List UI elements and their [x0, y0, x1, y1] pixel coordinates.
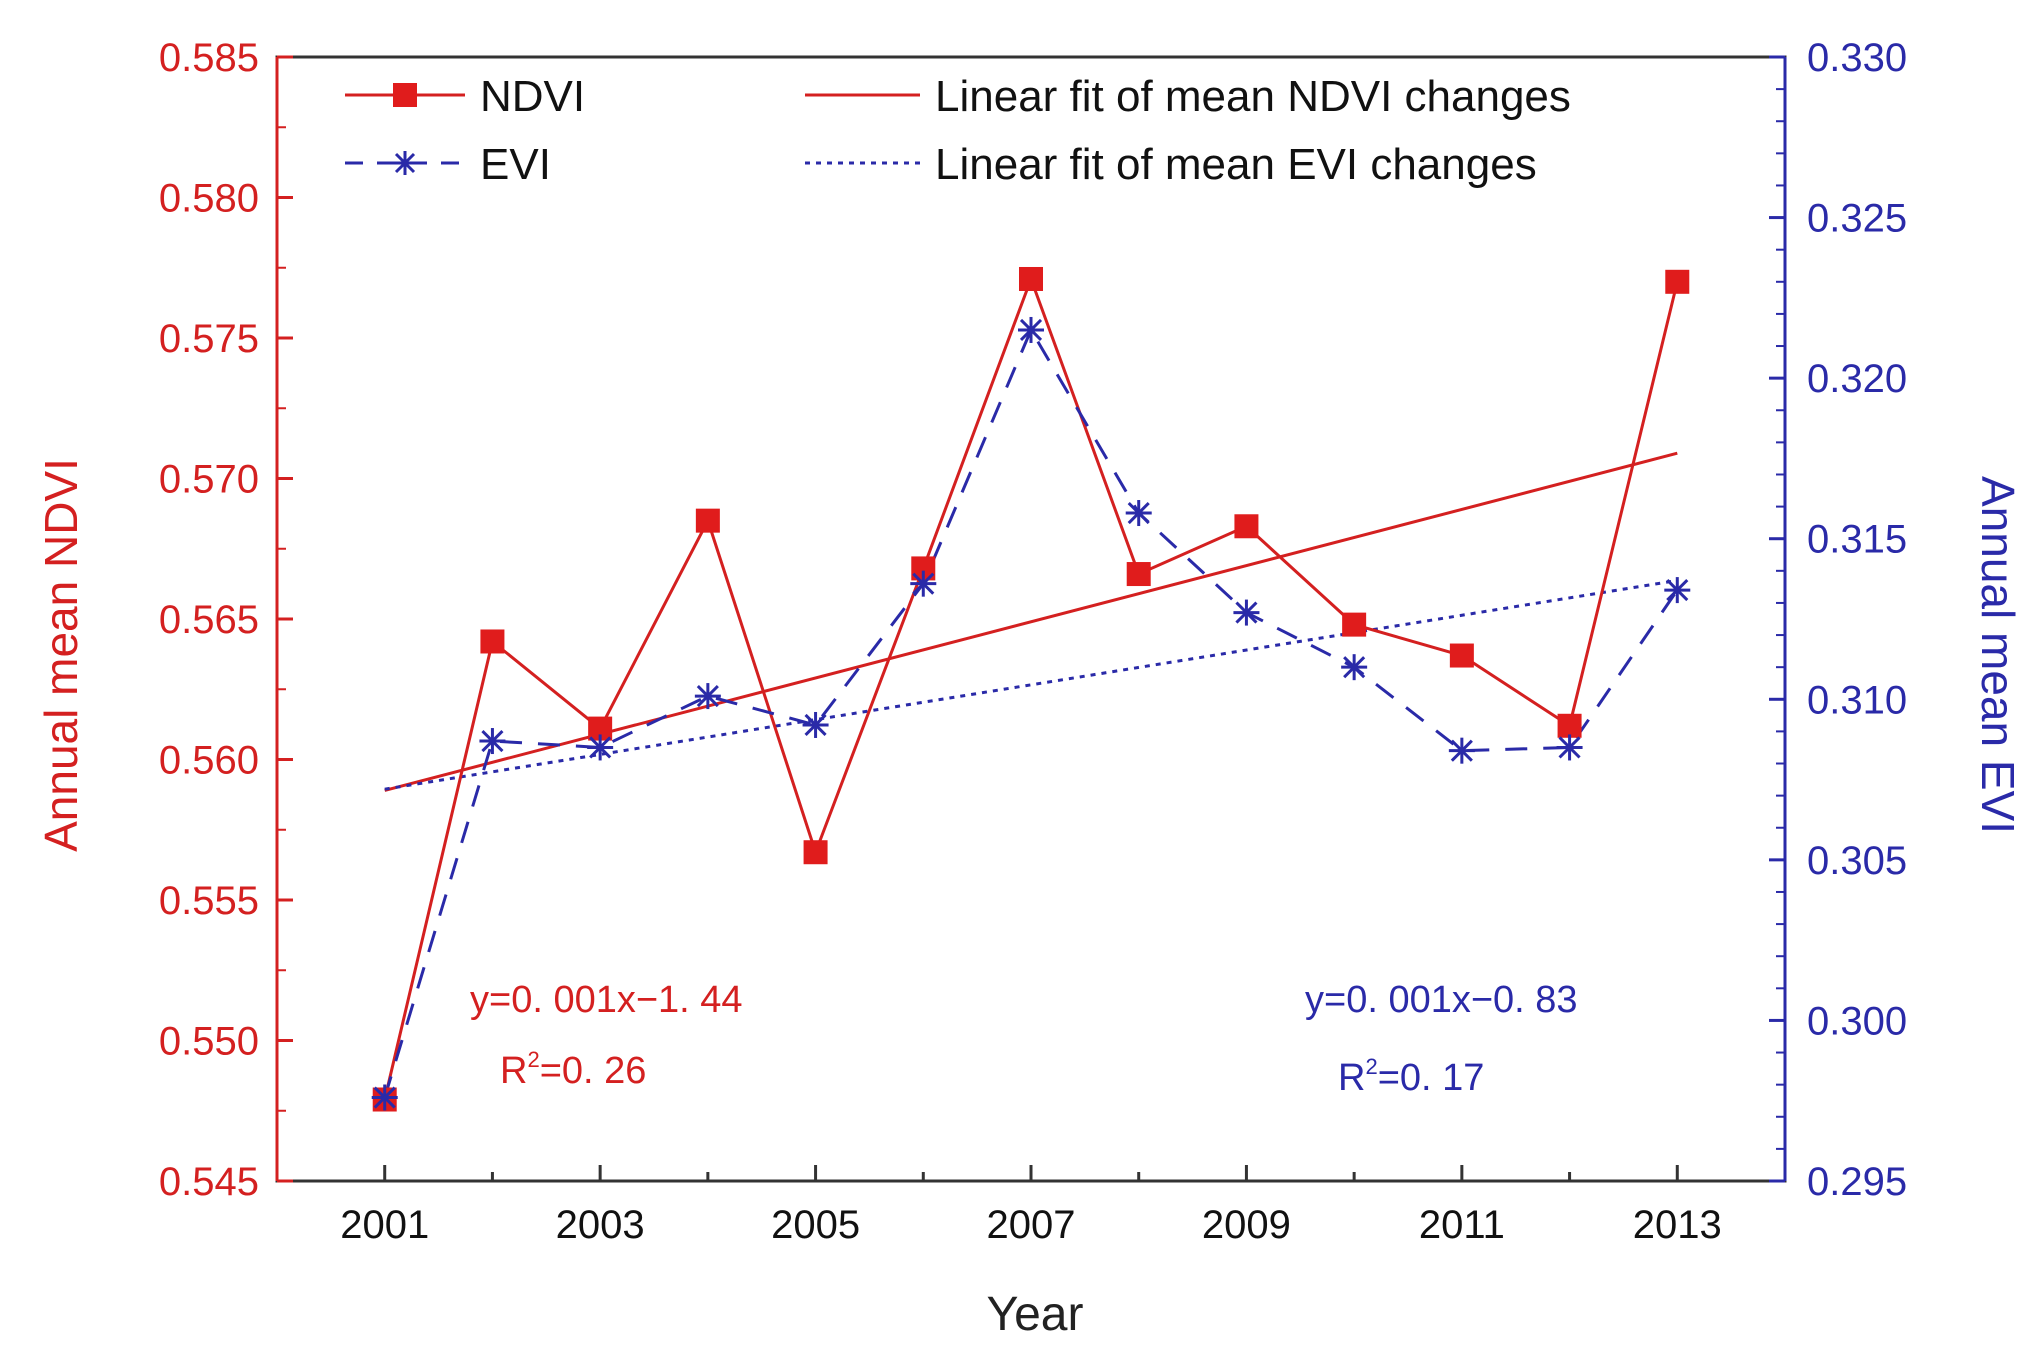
ndvi-point-2007	[1019, 266, 1043, 291]
legend-ndvi-fit-label: Linear fit of mean NDVI changes	[935, 72, 1571, 121]
evi-point-2010-stroke-3	[1343, 656, 1366, 679]
evi-point-2013-stroke-3	[1666, 579, 1689, 602]
evi-point-2011-stroke-3	[1450, 739, 1473, 762]
x-tick-label-2: 2005	[771, 1203, 860, 1247]
x-tick-label-6: 2013	[1633, 1203, 1722, 1247]
x-axis-label: Year	[987, 1288, 1084, 1341]
y-left-tick-label-8: 0.585	[159, 36, 259, 80]
y-left-tick-label-2: 0.555	[159, 879, 259, 923]
fit-lines-layer	[384, 451, 1678, 792]
y-left-tick-label-0: 0.545	[159, 1160, 259, 1204]
y-right-tick-label-0: 0.295	[1807, 1160, 1907, 1204]
evi-point-2007	[1018, 316, 1044, 343]
y-right-tick-label-3: 0.310	[1807, 678, 1907, 722]
evi-point-2001-stroke-3	[373, 1086, 396, 1109]
y-right-tick-label-6: 0.325	[1807, 197, 1907, 241]
ndvi-point-2004	[695, 508, 720, 533]
y-left-tick-label-5: 0.570	[159, 458, 259, 502]
evi-point-2002-stroke-3	[481, 729, 504, 753]
ndvi-point-2012	[1557, 713, 1582, 738]
ndvi-point-2011	[1449, 643, 1474, 668]
evi-point-2009-stroke-3	[1235, 601, 1258, 624]
evi-point-2007-stroke-3	[1019, 318, 1043, 342]
series-layer	[371, 266, 1691, 1112]
evi-fit-r2: R2=0. 17	[1338, 1054, 1484, 1099]
y-left-tick-label-4: 0.565	[159, 598, 259, 642]
evi-fit-equation: y=0. 001x−0. 83	[1305, 979, 1578, 1021]
x-tick-label-0: 2001	[340, 1203, 429, 1247]
fit-line-left-0	[384, 451, 1678, 792]
ndvi-fit-equation: y=0. 001x−1. 44	[470, 979, 743, 1021]
y-left-tick-label-7: 0.580	[159, 177, 259, 221]
evi-point-2004-stroke-3	[696, 685, 719, 708]
y-right-tick-label-4: 0.315	[1807, 518, 1907, 562]
evi-point-2012	[1556, 734, 1583, 761]
y-left-tick-label-3: 0.560	[159, 739, 259, 783]
evi-point-2011	[1448, 737, 1475, 764]
ndvi-point-2009	[1234, 514, 1259, 539]
evi-point-2003	[587, 734, 614, 761]
fit-line-right-1	[384, 578, 1678, 791]
evi-point-2010	[1341, 654, 1368, 681]
ndvi-point-2005	[803, 840, 828, 865]
axes-layer: 0.545 0.550 0.555 0.560 0.565 0.570 0.575 0.580…	[159, 36, 1907, 1247]
x-tick-label-1: 2003	[556, 1203, 645, 1247]
ndvi-point-2010	[1342, 612, 1367, 637]
evi-point-2012-stroke-3	[1558, 736, 1581, 759]
y-right-tick-label-1: 0.300	[1807, 999, 1907, 1043]
ndvi-point-2002	[480, 629, 505, 654]
evi-point-2005-stroke-3	[804, 713, 827, 737]
legend-evi-fit-label: Linear fit of mean EVI changes	[935, 140, 1537, 189]
legend-evi-label: EVI	[480, 140, 551, 189]
evi-point-2009	[1233, 599, 1260, 626]
evi-point-2008-stroke-3	[1127, 501, 1150, 525]
legend-ndvi-marker	[393, 83, 417, 107]
y-axis-right-label: Annual mean EVI	[1972, 476, 2024, 834]
y-right-tick-label-7: 0.330	[1807, 36, 1907, 80]
y-right-tick-label-5: 0.320	[1807, 357, 1907, 401]
legend-evi-marker	[393, 151, 417, 175]
y-left-tick-label-6: 0.575	[159, 317, 259, 361]
evi-point-2001	[371, 1084, 398, 1111]
legend: NDVI EVI Linear fit of mean NDVI changes…	[345, 72, 1571, 189]
evi-point-2005	[802, 711, 829, 738]
evi-point-2008	[1125, 500, 1152, 527]
ndvi-point-2013	[1665, 269, 1690, 294]
x-tick-label-3: 2007	[987, 1203, 1076, 1247]
evi-point-2006-stroke-3	[912, 572, 935, 595]
evi-point-2013	[1664, 577, 1691, 604]
evi-point-2006	[910, 570, 937, 597]
x-tick-label-5: 2011	[1419, 1203, 1505, 1247]
evi-point-2004	[694, 683, 721, 710]
legend-ndvi-label: NDVI	[480, 72, 585, 121]
y-right-tick-label-2: 0.305	[1807, 839, 1907, 883]
x-tick-label-4: 2009	[1202, 1203, 1291, 1247]
y-left-tick-label-1: 0.550	[159, 1020, 259, 1064]
ndvi-fit-r2: R2=0. 26	[500, 1047, 646, 1092]
evi-point-2003-stroke-3	[589, 736, 612, 759]
evi-point-2002	[479, 728, 506, 755]
ndvi-point-2008	[1126, 562, 1151, 587]
series-line-ndvi	[383, 277, 1679, 1100]
y-axis-left-label: Annual mean NDVI	[35, 458, 87, 852]
